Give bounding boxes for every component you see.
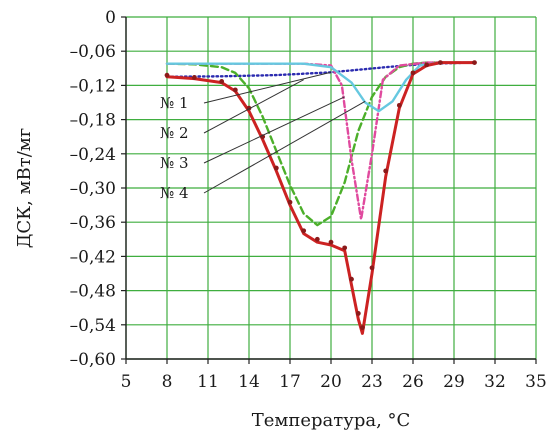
y-tick-label-0: 0 (105, 8, 116, 28)
legend-label-4: № 4 (160, 184, 189, 202)
series-5-point-0 (164, 72, 170, 78)
y-tick-label-1: –0,06 (70, 42, 116, 62)
series-5-point-21 (472, 60, 477, 65)
legend-label-2: № 2 (160, 124, 189, 142)
x-tick-label-7: 26 (402, 372, 424, 392)
series-5-point-7 (287, 199, 293, 205)
legend-label-1: № 1 (160, 94, 189, 112)
legend-leader-2 (203, 79, 304, 134)
series-line-4 (165, 61, 476, 335)
series-5-point-6 (273, 165, 279, 171)
x-tick-label-10: 35 (525, 372, 546, 392)
y-tick-label-10: –0,60 (70, 350, 116, 370)
series-5-point-10 (328, 239, 334, 245)
x-tick-label-4: 17 (279, 372, 301, 392)
series-5-point-16 (383, 168, 389, 174)
series-5-point-2 (219, 79, 225, 84)
legend-label-3: № 3 (160, 154, 189, 172)
x-tick-label-0: 5 (121, 372, 132, 392)
y-tick-label-6: –0,36 (70, 213, 116, 233)
x-tick-label-2: 11 (197, 372, 219, 392)
series-5-point-9 (314, 236, 320, 242)
series-5-point-14 (360, 325, 365, 331)
y-axis-title: ДСК, мВт/мг (14, 128, 35, 248)
x-tick-label-9: 32 (484, 372, 506, 392)
y-tick-label-9: –0,54 (70, 316, 116, 336)
series-5-point-20 (437, 60, 443, 65)
series-5-point-12 (349, 276, 354, 282)
x-tick-label-8: 29 (443, 372, 465, 392)
series-5-point-1 (191, 75, 197, 80)
y-tick-label-4: –0,24 (70, 145, 116, 165)
series-5-point-19 (424, 62, 430, 68)
y-tick-label-2: –0,12 (70, 76, 116, 96)
legend-leader-4 (203, 100, 366, 194)
series-5-point-11 (342, 245, 348, 251)
legend: № 1 № 2 № 3 № 4 (160, 71, 366, 202)
x-tick-label-1: 8 (162, 372, 173, 392)
x-tick-label-3: 14 (238, 372, 260, 392)
grid (121, 16, 537, 364)
series-5-point-15 (369, 265, 375, 271)
series-5-point-13 (355, 311, 361, 316)
series-5-point-3 (232, 87, 238, 93)
x-tick-label-5: 20 (320, 372, 342, 392)
series-5-point-17 (396, 102, 402, 108)
y-tick-label-7: –0,42 (70, 247, 116, 267)
y-tick-label-8: –0,48 (70, 282, 116, 302)
tick-labels: 5 8 11 14 17 20 23 26 29 32 35 0 –0,06 –0,12 –0,18 –0,2… (70, 8, 546, 392)
x-tick-label-6: 23 (361, 372, 383, 392)
y-tick-label-5: –0,30 (70, 179, 116, 199)
y-tick-label-3: –0,18 (70, 111, 116, 131)
legend-leader-1 (203, 71, 332, 104)
legend-leader-3 (203, 96, 345, 164)
x-axis-title: Температура, °C (252, 410, 411, 431)
series-5-point-8 (301, 228, 307, 234)
series-5-point-18 (410, 70, 416, 76)
